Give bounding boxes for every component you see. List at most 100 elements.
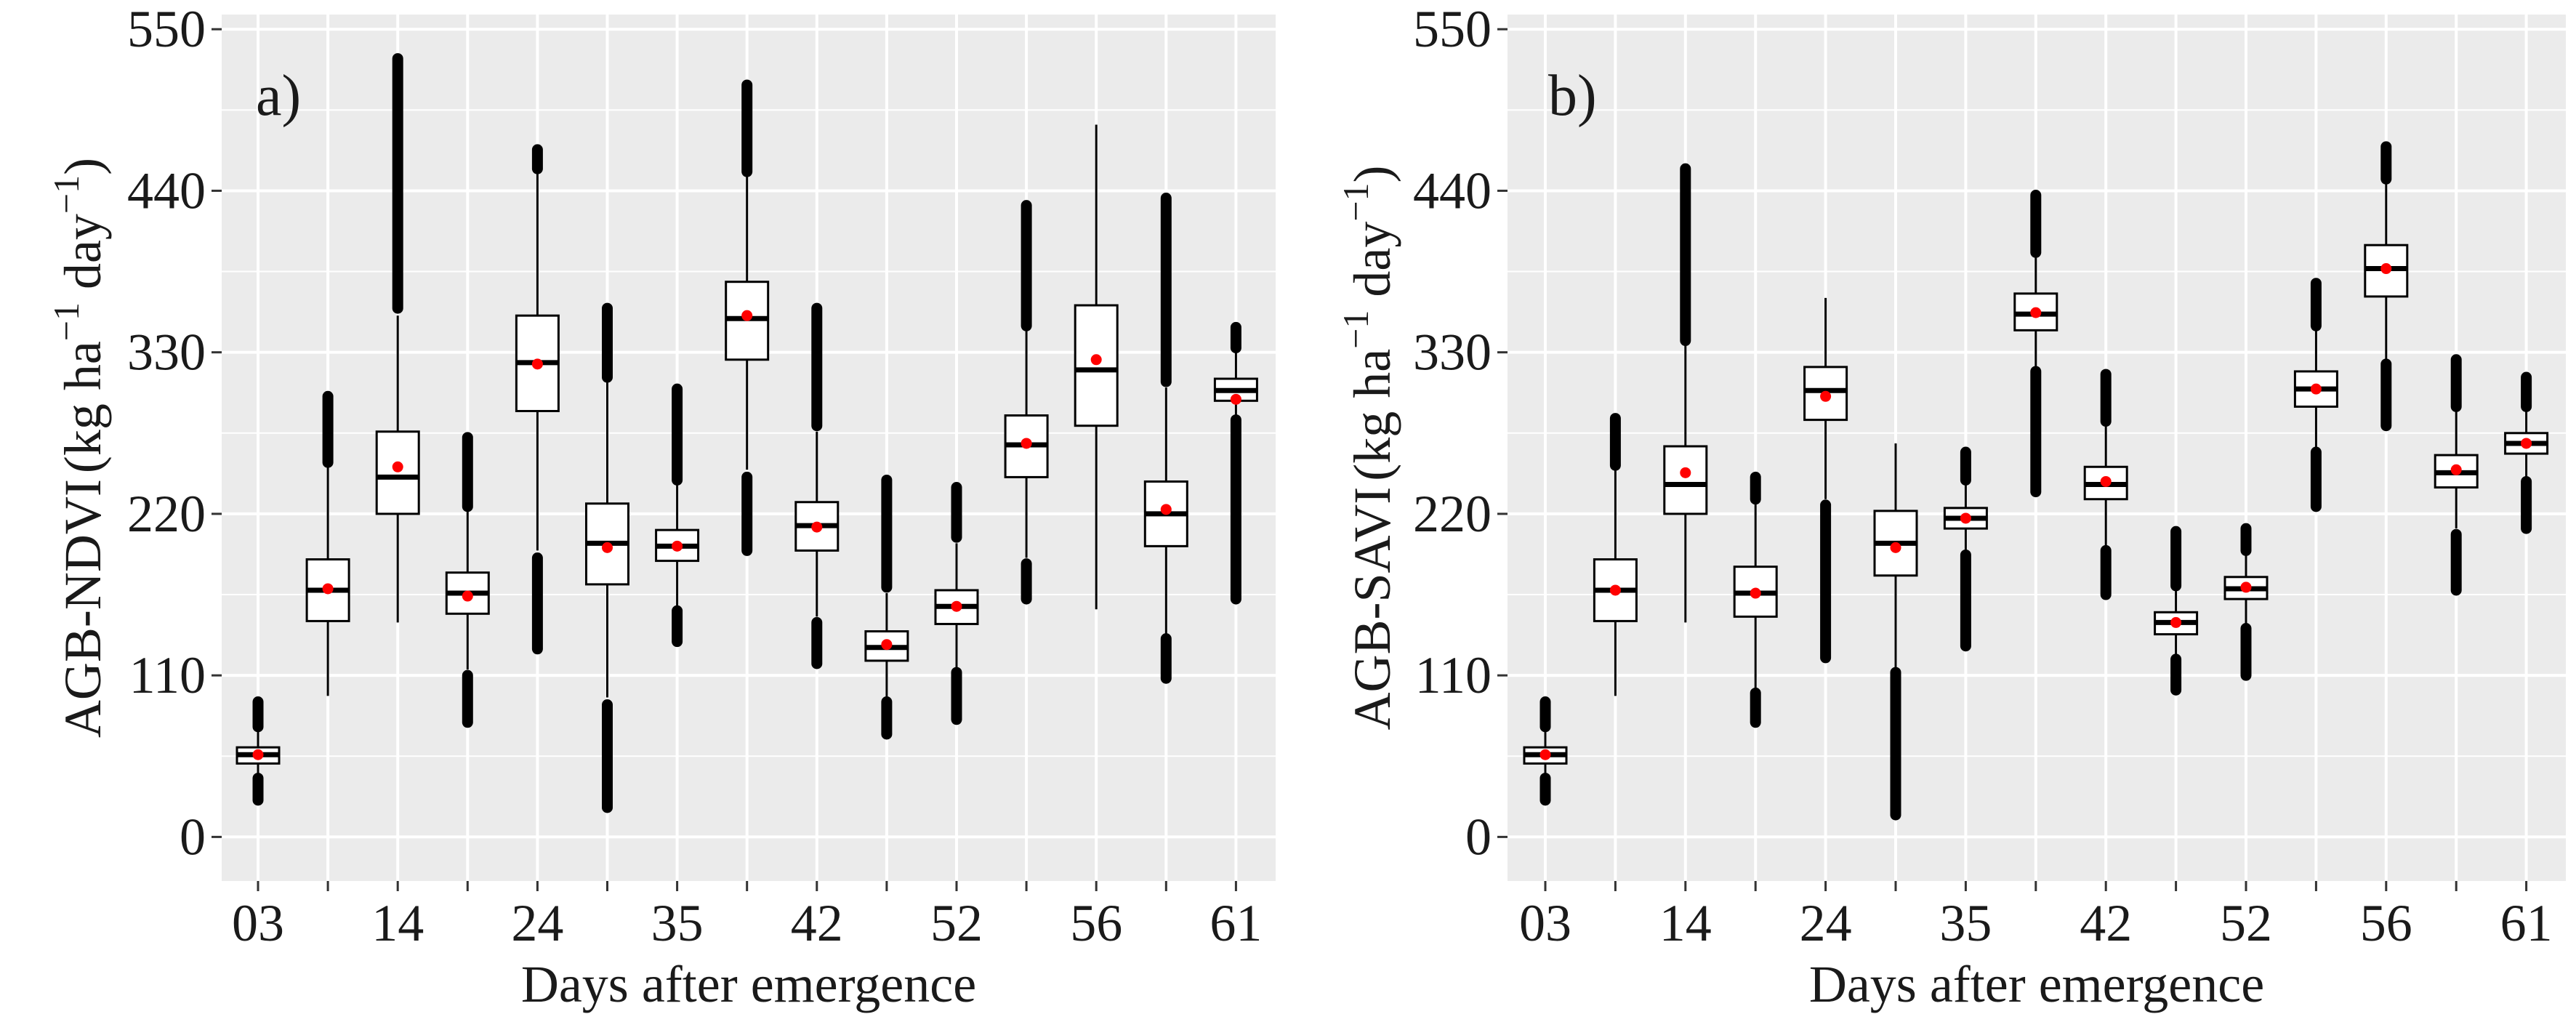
x-tick-label: 14 — [371, 894, 424, 952]
x-tick-label: 03 — [232, 894, 284, 952]
mean-point — [741, 310, 753, 321]
mean-point — [2030, 307, 2042, 318]
x-tick-label: 61 — [2500, 894, 2553, 952]
x-tick-label: 61 — [1209, 894, 1262, 952]
panel-b-label: b) — [1548, 64, 1597, 128]
box-9 — [2083, 369, 2128, 600]
y-tick-label: 550 — [1413, 0, 1492, 58]
panel-a-y-axis-unit-sup1: −1 — [46, 302, 86, 341]
panel-b-y-ticks: 0 110 220 330 440 550 — [1413, 0, 1508, 866]
box-12 — [2293, 278, 2338, 512]
mean-point — [1750, 587, 1761, 599]
mean-point — [1820, 390, 1832, 402]
box-13 — [1074, 124, 1119, 610]
mean-point — [2380, 263, 2392, 275]
box-2 — [1593, 413, 1638, 696]
panel-b: 0 110 220 330 440 550 03 14 24 35 42 52 56 61 b) Day… — [1335, 0, 2566, 1013]
y-tick-label: 330 — [1413, 323, 1492, 382]
x-tick-label: 35 — [1939, 894, 1992, 952]
x-tick-label: 56 — [2360, 894, 2412, 952]
box-8 — [725, 79, 770, 556]
box-4 — [1733, 471, 1778, 728]
box-11 — [934, 482, 979, 725]
x-tick-label: 42 — [2080, 894, 2132, 952]
mean-point — [2310, 383, 2322, 395]
mean-point — [602, 542, 613, 553]
panel-a-label: a) — [256, 64, 301, 128]
iqr-box — [1074, 304, 1119, 427]
x-tick-label: 52 — [930, 894, 983, 952]
mean-point — [2521, 438, 2532, 449]
box-8 — [2013, 190, 2058, 498]
panel-b-y-axis-unit-sup2: −1 — [1335, 182, 1376, 221]
box-3 — [1663, 163, 1708, 623]
box-3 — [375, 53, 420, 623]
x-tick-label: 35 — [651, 894, 704, 952]
mean-point — [881, 639, 893, 651]
mean-point — [672, 540, 683, 552]
box-7 — [655, 383, 700, 648]
x-tick-label: 14 — [1659, 894, 1712, 952]
box-1 — [1523, 696, 1568, 806]
mean-point — [2170, 616, 2182, 628]
y-tick-label: 550 — [127, 0, 206, 58]
panel-b-x-axis-label: Days after emergence — [1809, 955, 2264, 1013]
y-tick-label: 330 — [127, 323, 206, 382]
panel-b-y-axis-label: AGB-SAVI(kg ha−1 day−1) — [1335, 165, 1401, 730]
y-tick-label: 440 — [127, 161, 206, 220]
x-tick-label: 24 — [1800, 894, 1852, 952]
panel-a: 0 110 220 330 440 550 03 14 24 35 42 52 56 61 a) Day… — [46, 0, 1276, 1013]
mean-point — [1609, 584, 1621, 596]
mean-point — [1021, 438, 1032, 449]
x-tick-label: 42 — [791, 894, 843, 952]
iqr-box — [1663, 445, 1708, 515]
mean-point — [531, 358, 543, 370]
mean-point — [1230, 393, 1241, 405]
panel-b-y-axis-name: AGB-SAVI — [1343, 487, 1401, 731]
y-tick-label: 110 — [129, 646, 206, 704]
panel-a-boxes — [236, 53, 1258, 813]
box-10 — [2154, 526, 2199, 696]
y-tick-label: 0 — [1465, 808, 1492, 866]
panel-b-y-axis-unit-open: (kg ha — [1343, 349, 1401, 481]
mean-point — [252, 749, 264, 760]
panel-b-y-axis-unit-close: ) — [1343, 165, 1401, 182]
mean-point — [811, 521, 823, 533]
box-14 — [2434, 354, 2479, 596]
box-2 — [305, 390, 350, 696]
box-1 — [236, 696, 281, 806]
mean-point — [951, 600, 962, 612]
mean-point — [2100, 475, 2112, 487]
box-11 — [2223, 523, 2269, 681]
mean-point — [392, 461, 403, 472]
mean-point — [2240, 582, 2252, 593]
panel-b-y-axis-unit-sup1: −1 — [1335, 310, 1376, 349]
mean-point — [322, 583, 334, 595]
box-4 — [445, 432, 490, 728]
box-9 — [794, 302, 840, 669]
box-7 — [1943, 446, 1988, 652]
x-tick-label: 24 — [511, 894, 563, 952]
y-tick-label: 0 — [180, 808, 206, 866]
panel-a-y-axis-label: AGB-NDVI(kg ha−1 day−1) — [46, 158, 112, 738]
mean-point — [1160, 504, 1172, 515]
mean-point — [1960, 512, 1971, 524]
panel-a-y-axis-unit-open: (kg ha — [54, 341, 112, 473]
panel-b-x-ticks: 03 14 24 35 42 52 56 61 — [1519, 881, 2553, 952]
panel-a-y-axis-name: AGB-NDVI — [54, 479, 112, 738]
panel-a-y-ticks: 0 110 220 330 440 550 — [127, 0, 222, 866]
iqr-box — [375, 430, 420, 515]
box-6 — [1873, 443, 1918, 821]
box-10 — [864, 474, 909, 740]
y-tick-label: 110 — [1415, 646, 1492, 704]
mean-point — [1539, 749, 1551, 760]
panel-a-x-axis-label: Days after emergence — [521, 955, 976, 1013]
panel-a-y-axis-unit-mid: day — [54, 214, 112, 302]
panel-b-y-axis-unit-mid: day — [1343, 222, 1401, 310]
panel-a-x-ticks: 03 14 24 35 42 52 56 61 — [232, 881, 1262, 952]
box-12 — [1004, 200, 1049, 605]
box-5 — [515, 144, 560, 655]
box-15 — [2504, 371, 2549, 534]
y-tick-label: 440 — [1413, 161, 1492, 220]
